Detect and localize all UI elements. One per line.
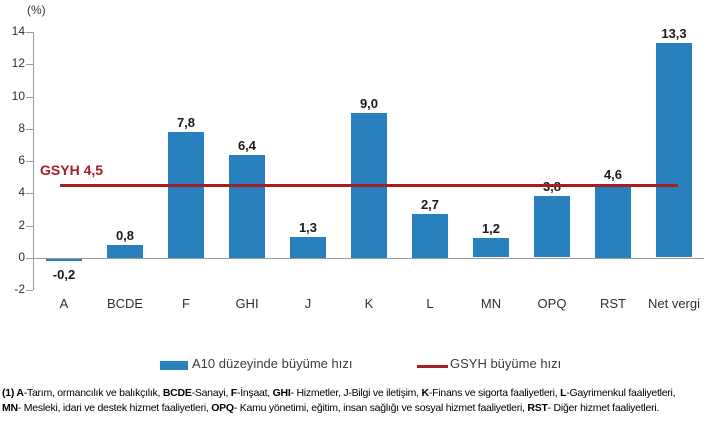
bar-OPQ — [534, 196, 570, 257]
y-tick-label: -2 — [14, 282, 25, 296]
y-tick-label: 10 — [11, 89, 25, 103]
x-tick-label-J: J — [304, 296, 312, 311]
footnote-text: - Kamu yönetimi, eğitim, insan sağlığı v… — [233, 402, 528, 414]
footnote-code: RST — [527, 402, 548, 414]
bar-RST — [595, 184, 631, 258]
y-tick-label: 12 — [11, 56, 25, 70]
bar-F — [168, 132, 204, 258]
gsyh-annotation: GSYH 4,5 — [40, 162, 104, 178]
x-tick-label-L: L — [426, 296, 434, 311]
footnote: (1) A-Tarım, ormancılık ve balıkçılık, B… — [2, 386, 724, 416]
y-tick-mark — [26, 129, 33, 130]
plot-area: (%) 14 12 10 8 6 4 2 0 -2 -0,2 A 0,8 BCDE 7,8 F 6,4 GHI 1… — [11, 3, 704, 311]
bar-MN — [473, 238, 509, 257]
bar-value-label: 7,8 — [176, 115, 196, 130]
y-tick-mark — [26, 32, 33, 33]
x-tick-label-BCDE: BCDE — [106, 296, 144, 311]
footnote-code: L — [560, 387, 567, 399]
y-tick-label: 14 — [11, 24, 25, 38]
footnote-text: -Tarım, ormancılık ve balıkçılık, — [23, 387, 163, 399]
bar-value-label: 13,3 — [661, 26, 687, 41]
footnote-text: -Gayrimenkul faaliyetleri, — [566, 387, 676, 399]
footnote-text: - Hizmetler, J-Bilgi ve iletişim, — [290, 387, 422, 399]
y-tick-mark — [26, 64, 33, 65]
bar-GHI — [229, 155, 265, 258]
y-tick-label: 6 — [18, 153, 25, 167]
gsyh-reference-line — [60, 184, 678, 187]
legend-line-label: GSYH büyüme hızı — [450, 356, 562, 371]
bar-value-label: 4,6 — [603, 167, 623, 182]
x-tick-label-OPQ: OPQ — [537, 296, 567, 311]
bar-J — [290, 237, 326, 258]
bar-A — [46, 258, 82, 261]
legend-bar-swatch — [160, 361, 188, 370]
x-tick-label-F: F — [182, 296, 190, 311]
footnote-line: (1) A-Tarım, ormancılık ve balıkçılık, B… — [2, 386, 724, 401]
footnote-code: OPQ — [211, 402, 234, 414]
y-tick-label: 0 — [18, 250, 25, 264]
bar-value-label: 1,2 — [481, 221, 501, 236]
footnote-text: - Diğer hizmet faaliyetleri. — [547, 402, 660, 414]
footnote-code: GHI — [272, 387, 291, 399]
x-tick-label-MN: MN — [480, 296, 502, 311]
y-axis-unit-label: (%) — [27, 3, 46, 17]
y-tick-mark — [26, 97, 33, 98]
footnote-line: MN- Mesleki, idari ve destek hizmet faal… — [2, 401, 724, 416]
legend-bar-label: A10 düzeyinde büyüme hızı — [192, 356, 353, 371]
bar-value-label: 6,4 — [237, 138, 257, 153]
x-tick-label-GHI: GHI — [235, 296, 259, 311]
y-tick-mark — [26, 161, 33, 162]
bar-value-label: -0,2 — [52, 267, 76, 282]
footnote-code: MN — [2, 402, 18, 414]
legend-line-swatch — [417, 365, 448, 368]
bar-value-label: 2,7 — [420, 197, 440, 212]
y-tick-mark — [26, 290, 33, 291]
x-tick-label-K: K — [364, 296, 374, 311]
footnote-code: BCDE — [162, 387, 192, 399]
x-tick-label-A: A — [59, 296, 69, 311]
bar-value-label: 0,8 — [115, 228, 135, 243]
footnote-text: -Sanayi, — [191, 387, 231, 399]
footnote-code: F — [230, 387, 237, 399]
bar-L — [412, 214, 448, 258]
footnote-text: - Mesleki, idari ve destek hizmet faaliy… — [17, 402, 212, 414]
x-tick-label-Net vergi: Net vergi — [647, 296, 701, 311]
x-tick-label-RST: RST — [600, 296, 626, 311]
y-tick-label: 2 — [18, 218, 25, 232]
footnote-text: -İnşaat, — [236, 387, 273, 399]
footnote-code: (1) A — [2, 387, 24, 399]
bar-value-label: 1,3 — [298, 220, 318, 235]
footnote-text: -Finans ve sigorta faaliyetleri, — [428, 387, 561, 399]
bar-BCDE — [107, 245, 143, 258]
y-tick-mark — [26, 193, 33, 194]
bar-Net vergi — [656, 43, 692, 257]
y-axis-line — [33, 32, 34, 290]
y-tick-label: 4 — [18, 185, 25, 199]
x-axis-line — [33, 258, 704, 259]
bar-value-label: 9,0 — [359, 96, 379, 111]
y-tick-mark — [26, 258, 33, 259]
footnote-code: K — [421, 387, 430, 399]
y-tick-mark — [26, 226, 33, 227]
y-tick-label: 8 — [18, 121, 25, 135]
